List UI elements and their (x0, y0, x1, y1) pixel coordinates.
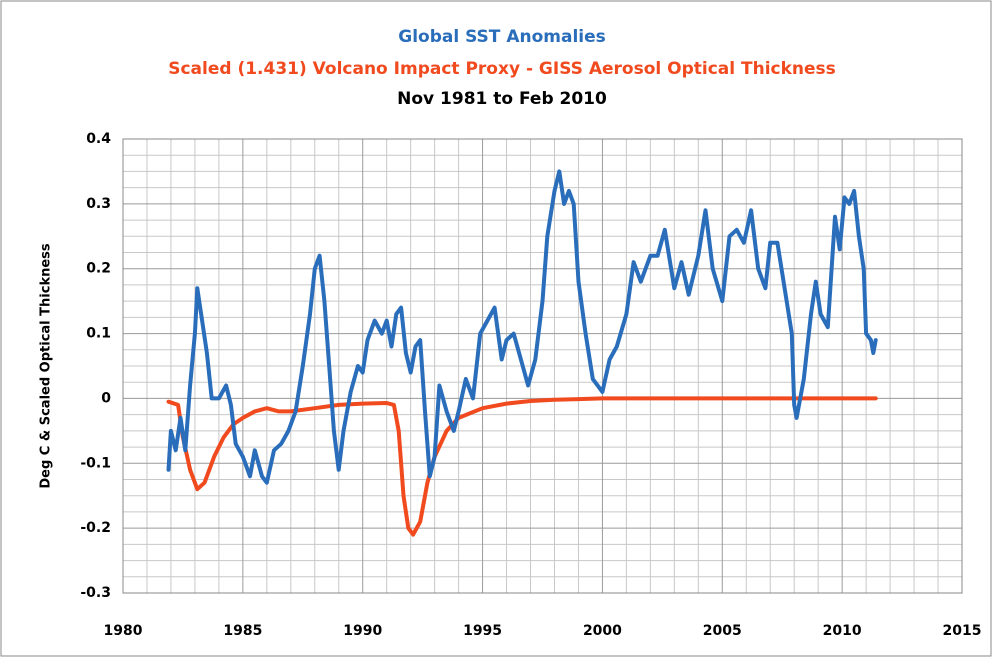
y-tick-label: -0.2 (80, 520, 111, 536)
y-axis-label: Deg C & Scaled Optical Thickness (39, 243, 54, 489)
data-line (166, 169, 878, 485)
x-tick-label: 1990 (343, 623, 382, 639)
x-tick-label: 2015 (943, 623, 982, 639)
y-tick-label: 0.1 (86, 326, 111, 342)
chart-period: Nov 1981 to Feb 2010 (397, 89, 607, 109)
y-tick-label: 0.3 (86, 196, 111, 212)
plot-area: 1980 1985 1990 1995 2000 2005 2010 2015 0.4 0.3 0.… (80, 131, 981, 639)
x-tick-label: 2000 (583, 623, 622, 639)
x-tick-label: 2005 (703, 623, 742, 639)
data-line (166, 396, 878, 537)
chart-title: Global SST Anomalies (398, 27, 606, 47)
chart-subtitle: Scaled (1.431) Volcano Impact Proxy - GI… (168, 59, 836, 79)
y-tick-label: -0.1 (80, 455, 111, 471)
x-tick-label: 1995 (463, 623, 502, 639)
y-tick-label: 0.2 (86, 261, 111, 277)
y-tick-label: 0 (101, 390, 111, 406)
x-tick-label: 2010 (823, 623, 862, 639)
x-tick-label: 1985 (223, 623, 262, 639)
y-tick-label: -0.3 (80, 585, 111, 601)
y-tick-label: 0.4 (86, 131, 111, 147)
x-tick-label: 1980 (104, 623, 143, 639)
plot-border (122, 138, 963, 594)
